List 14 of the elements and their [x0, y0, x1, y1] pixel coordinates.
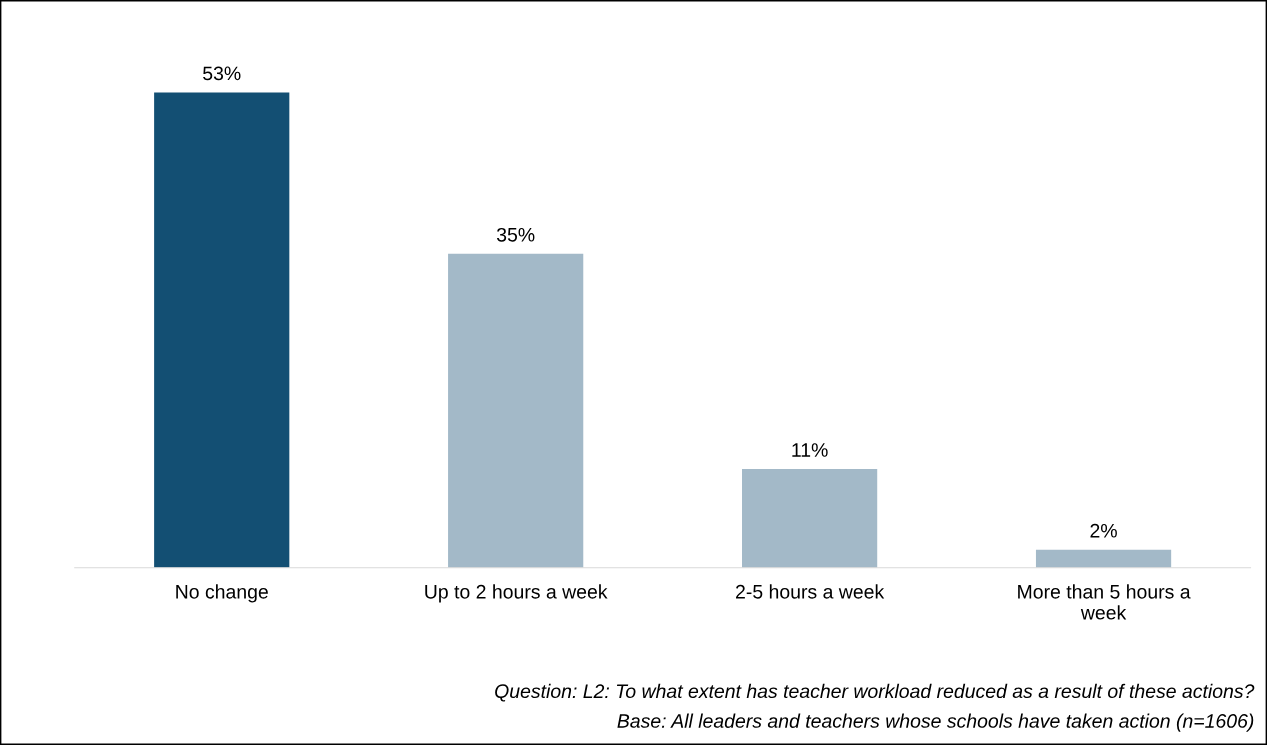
bar [448, 253, 584, 568]
data-label: 11% [792, 443, 828, 457]
x-tick-label: Up to 2 hours a week [425, 584, 608, 603]
data-label: 35% [496, 227, 535, 242]
bar [742, 469, 878, 568]
x-tick-label: No change [176, 584, 268, 603]
data-label: 53% [203, 66, 241, 81]
data-label: 2% [1090, 523, 1117, 538]
text: Base: All leaders and teachers whose schools have taken action (n=1606) [617, 713, 1254, 732]
x-tick-label: More than 5 hours a week [1018, 584, 1191, 620]
bar [154, 92, 290, 568]
x-tick-label: 2-5 hours a week [736, 584, 885, 599]
bar [1035, 549, 1172, 568]
text: Question: L2: To what extent has teacher workload reduced as a result of these actions? [495, 683, 1255, 702]
